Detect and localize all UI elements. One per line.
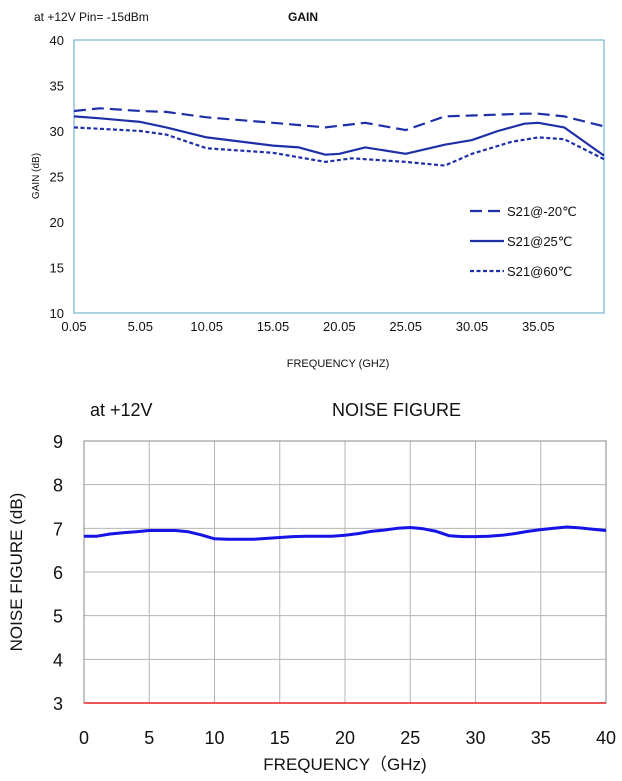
gain-x-tick-label: 30.05 [456,319,489,334]
gain-series-line-3 [73,126,605,167]
nf-x-tick-label: 15 [270,728,290,748]
gain-chart: at +12V Pin= -15dBm GAIN 10152025303540 … [31,10,605,370]
nf-annotation: at +12V [90,400,153,420]
nf-x-tick-label: 35 [531,728,551,748]
nf-x-tick-label: 30 [465,728,485,748]
nf-x-tick-label: 40 [596,728,616,748]
gain-legend-label: S21@25℃ [507,234,572,249]
nf-x-tick-label: 5 [144,728,154,748]
gain-y-axis-label: GAIN (dB) [31,153,42,199]
nf-y-axis-label: NOISE FIGURE (dB) [7,493,26,652]
gain-x-tick-label: 0.05 [61,319,86,334]
nf-x-tick-label: 10 [204,728,224,748]
gain-y-tick-label: 30 [50,124,64,139]
gain-x-tick-label: 5.05 [128,319,153,334]
noise-figure-chart: at +12V NOISE FIGURE 3 4 5 6 7 8 9 0 5 10 15 20 25 3… [7,400,616,774]
gain-legend-label: S21@60℃ [507,264,572,279]
nf-y-tick-label: 8 [53,476,63,496]
gain-chart-title: GAIN [288,10,318,24]
nf-x-tick-label: 20 [335,728,355,748]
gain-x-tick-label: 10.05 [190,319,223,334]
gain-plot-frame [73,39,605,314]
gain-series-line-2 [73,115,605,157]
nf-x-tick-label: 0 [79,728,89,748]
gain-x-axis-label: FREQUENCY (GHZ) [287,358,389,370]
gain-series-line-1 [73,107,605,132]
nf-y-tick-label: 7 [53,519,63,539]
gain-y-tick-label: 25 [50,170,64,185]
gain-y-tick-label: 40 [50,33,64,48]
nf-series-line [84,525,607,541]
nf-y-tick-label: 3 [53,694,63,714]
gain-x-tick-label: 20.05 [323,319,356,334]
gain-y-tick-label: 10 [50,306,64,321]
nf-y-tick-label: 6 [53,563,63,583]
gain-x-tick-label: 25.05 [389,319,422,334]
nf-x-tick-label: 25 [400,728,420,748]
gain-y-tick-label: 15 [50,261,64,276]
nf-x-axis-label: FREQUENCY（GHz) [263,755,426,774]
nf-y-tick-label: 9 [53,432,63,452]
gain-legend-label: S21@-20℃ [507,204,577,219]
gain-y-tick-label: 20 [50,215,64,230]
gain-annotation: at +12V Pin= -15dBm [34,10,149,24]
nf-y-tick-label: 5 [53,607,63,627]
nf-chart-title: NOISE FIGURE [332,400,461,420]
gain-legend: S21@-20℃ S21@25℃ S21@60℃ [470,204,577,279]
gain-y-tick-label: 35 [50,79,64,94]
nf-y-tick-label: 4 [53,650,63,670]
gain-x-tick-label: 15.05 [257,319,290,334]
gain-x-tick-label: 35.05 [522,319,555,334]
